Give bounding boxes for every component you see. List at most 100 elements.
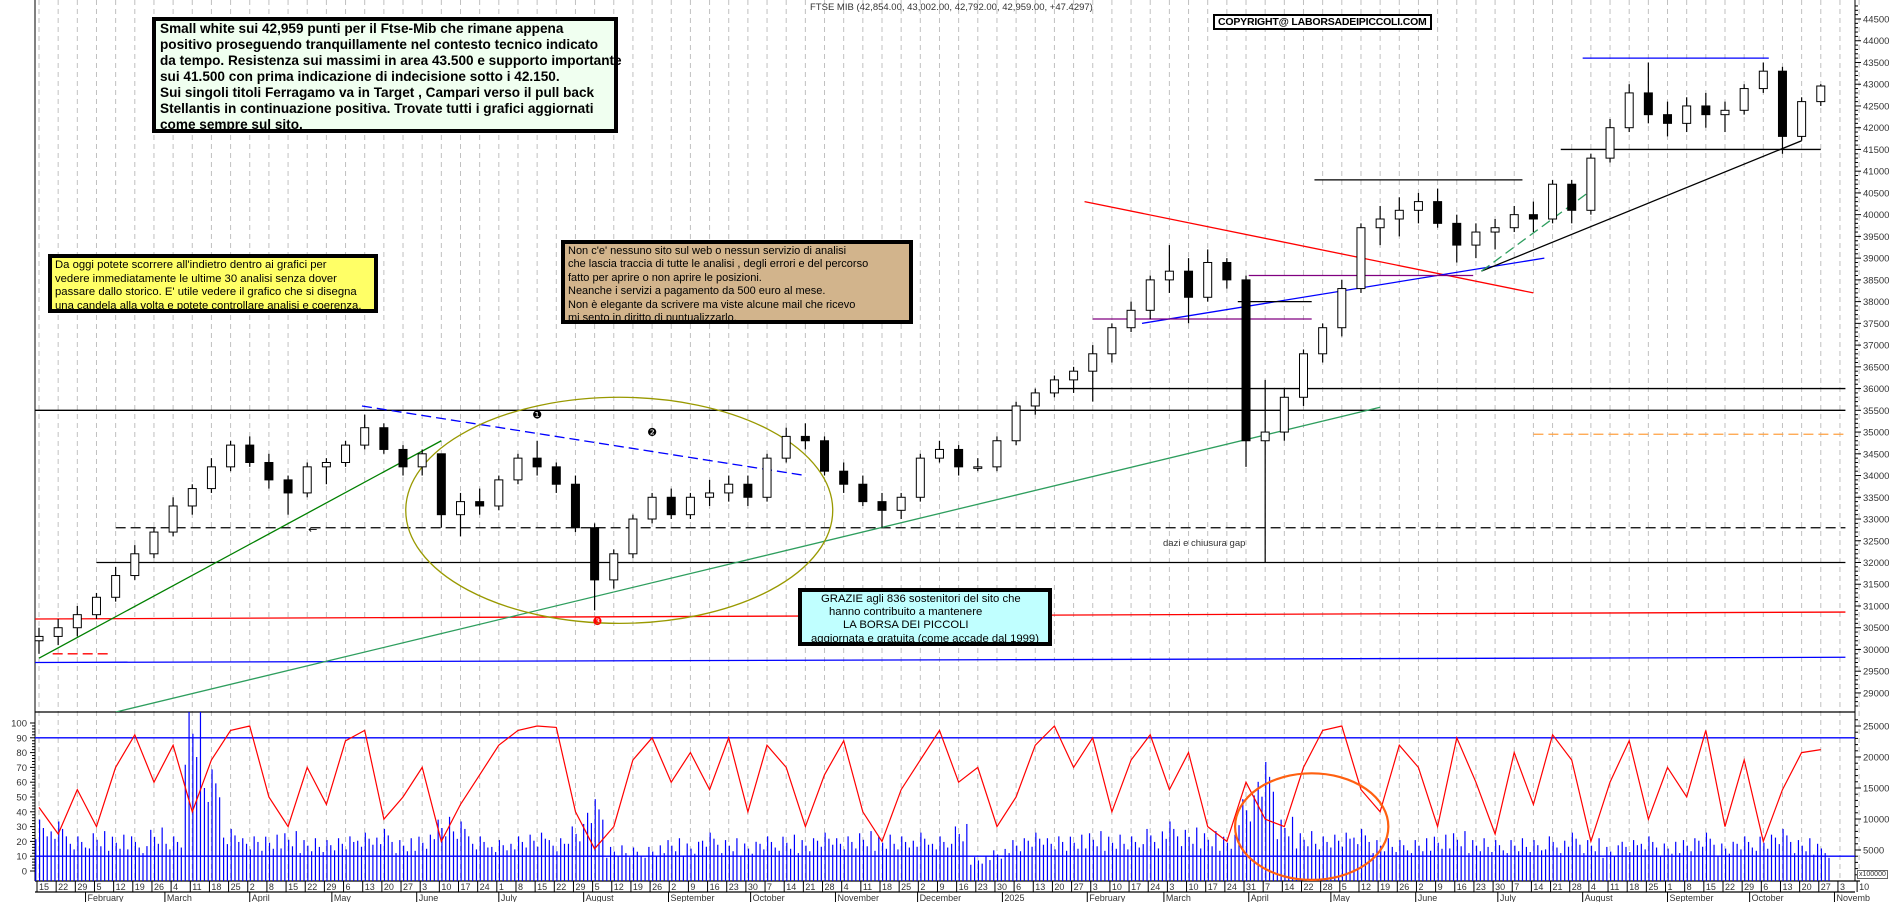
day-tick-label: 18: [1629, 882, 1639, 892]
marker-←: ←: [308, 523, 317, 536]
candle-body: [321, 461, 331, 468]
candle-body: [1279, 396, 1289, 433]
candle: [1356, 223, 1366, 293]
candle: [781, 427, 791, 463]
note-line: Non è elegante da scrivere ma viste alcu…: [568, 298, 856, 311]
candle-body: [1777, 70, 1787, 137]
day-tick-label: 26: [154, 882, 164, 892]
day-tick-label: 4: [173, 882, 178, 892]
candle-body: [1816, 85, 1826, 103]
candle: [417, 449, 427, 476]
candle: [551, 462, 561, 493]
candle: [858, 475, 868, 506]
price-tick-label: 29500: [1863, 667, 1889, 678]
note-line: passare dallo storico. E' utile vedere i…: [55, 286, 357, 298]
day-tick-label: 10: [441, 882, 451, 892]
candle-body: [1797, 101, 1807, 137]
candle-body: [1490, 227, 1500, 233]
candle-body: [302, 466, 312, 494]
candle: [494, 475, 504, 511]
candle-body: [1548, 183, 1558, 220]
candle: [973, 458, 983, 472]
candle: [896, 492, 906, 520]
day-tick-label: 29: [1744, 882, 1754, 892]
candle-body: [341, 444, 351, 463]
day-tick-label: 15: [537, 882, 547, 892]
day-tick-label: 22: [1725, 882, 1735, 892]
candle-body: [858, 483, 868, 503]
day-tick-label: 3: [1169, 882, 1174, 892]
day-tick-label: 19: [135, 882, 145, 892]
day-tick-label: 22: [58, 882, 68, 892]
olive-range-ellipse: [405, 396, 834, 625]
candle: [1069, 366, 1079, 393]
price-tick-label: 37500: [1863, 319, 1889, 330]
candle-body: [91, 596, 101, 616]
candle-body: [1298, 353, 1308, 398]
day-tick-label: 5: [96, 882, 101, 892]
candle-body: [130, 553, 140, 577]
day-tick-label: 10: [1112, 882, 1122, 892]
day-tick-label: 7: [1265, 882, 1270, 892]
green-dotted-trend: [1481, 188, 1595, 272]
candle-body: [187, 488, 197, 507]
price-tick-label: 37000: [1863, 341, 1889, 352]
day-tick-label: 10: [1859, 882, 1869, 892]
price-tick-label: 30500: [1863, 623, 1889, 634]
candle-body: [1241, 279, 1251, 442]
thanks-box: GRAZIE agli 836 sostenitori del sito che…: [798, 588, 1052, 646]
day-tick-label: 20: [1802, 882, 1812, 892]
month-tick-label: August: [586, 893, 615, 902]
price-tick-label: 41000: [1863, 167, 1889, 178]
day-tick-label: 16: [959, 882, 969, 892]
candle-body: [570, 483, 580, 529]
candle: [1030, 388, 1040, 415]
candle-body: [762, 457, 772, 498]
month-tick-label: July: [501, 893, 518, 902]
candle: [800, 423, 810, 450]
osc-tick-label: 80: [16, 748, 27, 759]
candle-body: [781, 435, 791, 459]
price-tick-label: 43000: [1863, 80, 1889, 91]
candle: [1490, 219, 1500, 250]
osc-tick-label: 70: [16, 763, 27, 774]
day-tick-label: 9: [1438, 882, 1443, 892]
candle: [1184, 258, 1194, 324]
candle-body: [1260, 431, 1270, 442]
candle: [321, 458, 331, 485]
candle-body: [513, 457, 523, 481]
osc-tick-label: 30: [16, 822, 27, 833]
annotation-lines: [35, 57, 1846, 712]
note-line: una candela alla volta e potete controll…: [55, 299, 362, 312]
day-tick-label: 25: [231, 882, 241, 892]
price-tick-label: 39000: [1863, 254, 1889, 265]
day-tick-label: 15: [288, 882, 298, 892]
day-tick-label: 9: [939, 882, 944, 892]
note-line: aggiornata e gratuita (come accade dal 1…: [811, 632, 1039, 645]
candle: [1088, 345, 1098, 402]
candle: [1164, 245, 1174, 293]
day-tick-label: 23: [1476, 882, 1486, 892]
day-tick-label: 22: [307, 882, 317, 892]
scroll-info-box: Da oggi potete scorrere all'indietro den…: [48, 254, 378, 313]
candle-body: [475, 501, 485, 507]
month-tick-label: February: [1089, 893, 1126, 902]
marker-❸: ❸: [592, 615, 602, 628]
day-tick-label: 28: [825, 882, 835, 892]
green-trend-short: [38, 440, 442, 659]
candle-body: [800, 435, 810, 442]
candle-body: [1739, 88, 1749, 111]
day-tick-label: 4: [844, 882, 849, 892]
volume-tick-label: 25000: [1863, 722, 1889, 733]
candle: [149, 527, 159, 559]
candle-body: [628, 518, 638, 555]
month-tick-label: December: [920, 893, 962, 902]
candle: [436, 453, 446, 528]
candle: [1701, 92, 1711, 128]
day-tick-label: 2: [920, 882, 925, 892]
candle-body: [1030, 392, 1040, 407]
day-tick-label: 27: [1074, 882, 1084, 892]
day-tick-label: 21: [1553, 882, 1563, 892]
price-tick-label: 31000: [1863, 601, 1889, 612]
